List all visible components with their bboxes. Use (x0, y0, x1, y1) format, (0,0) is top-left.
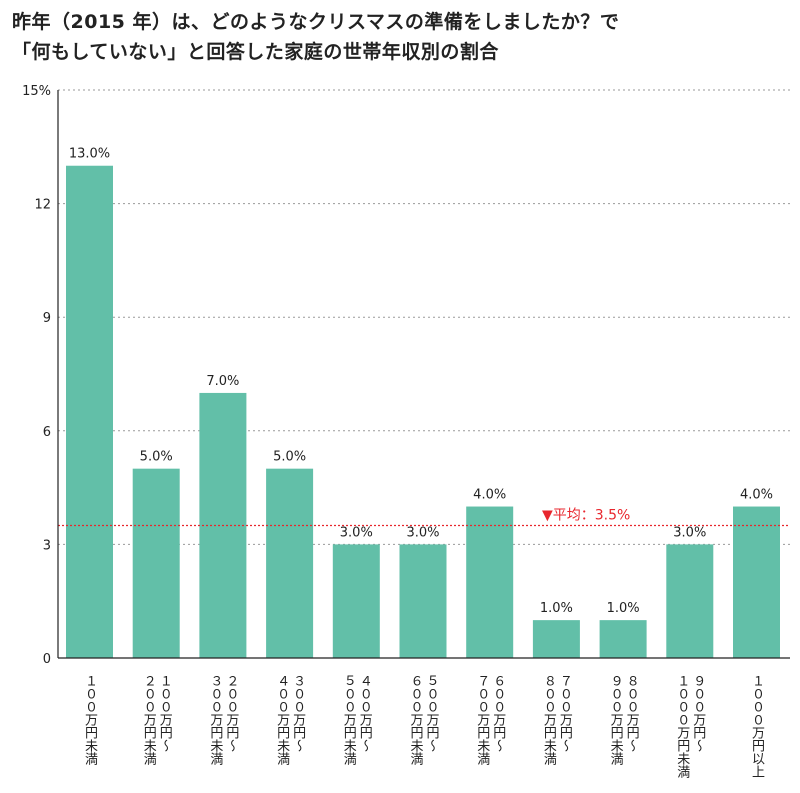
x-category-label: １０００万円以上 (749, 674, 765, 778)
bar (599, 620, 647, 658)
bar-value-label: 1.0% (607, 601, 640, 616)
bar-value-label: 13.0% (69, 147, 110, 162)
x-category-label: ５００万円未満 (341, 674, 357, 765)
y-tick-label: 3 (43, 538, 51, 553)
x-category-label: ９００万円未満 (608, 674, 624, 765)
x-category-label: ８００万円未満 (541, 674, 557, 765)
x-category-label: ２００万円〜 (223, 674, 239, 752)
x-category-label: ６００万円未満 (408, 674, 424, 765)
x-category-label: ４００万円〜 (357, 674, 373, 752)
bar-value-label: 4.0% (740, 488, 773, 503)
bar (332, 544, 380, 658)
x-category-label: ２００万円未満 (141, 674, 157, 765)
bar-value-label: 3.0% (673, 525, 706, 540)
x-category-label: ５００万円〜 (424, 674, 440, 752)
bar (66, 165, 113, 658)
bar (132, 468, 180, 658)
y-tick-label: 12 (34, 198, 51, 213)
bar-value-label: 3.0% (406, 525, 439, 540)
x-category-label: ４００万円未満 (274, 674, 290, 765)
y-tick-label: 15% (22, 84, 51, 99)
average-label: ▼平均：3.5% (542, 507, 630, 523)
bar-value-label: 4.0% (473, 488, 506, 503)
bar (532, 620, 580, 658)
bar-value-label: 3.0% (340, 525, 373, 540)
x-category-label: ９００万円〜 (690, 674, 706, 752)
bar-value-label: 5.0% (140, 450, 173, 465)
bar-value-label: 1.0% (540, 601, 573, 616)
x-category-label: １０００万円未満 (674, 674, 690, 778)
bar-value-label: 5.0% (273, 450, 306, 465)
x-category-label: １００万円〜 (157, 674, 173, 752)
chart-title-line-2: 「何もしていない」と回答した家庭の世帯年収別の割合 (12, 41, 499, 63)
x-category-label: ３００万円〜 (290, 674, 306, 752)
x-category-label: ７００万円〜 (557, 674, 573, 752)
x-category-label: ７００万円未満 (474, 674, 490, 765)
bar (266, 468, 314, 658)
bar (733, 506, 780, 658)
y-tick-label: 6 (43, 425, 51, 440)
x-category-label: ８００万円〜 (624, 674, 640, 752)
bar (399, 544, 447, 658)
bar (666, 544, 714, 658)
bar (466, 506, 514, 658)
chart-title-line-1: 昨年（2015 年）は、どのようなクリスマスの準備をしましたか？で (12, 11, 620, 33)
y-tick-label: 9 (43, 311, 51, 326)
x-category-label: ６００万円〜 (490, 674, 506, 752)
y-tick-label: 0 (43, 652, 51, 667)
x-category-label: １００万円未満 (82, 674, 98, 765)
bar-value-label: 7.0% (206, 374, 239, 389)
x-category-label: ３００万円未満 (207, 674, 223, 765)
